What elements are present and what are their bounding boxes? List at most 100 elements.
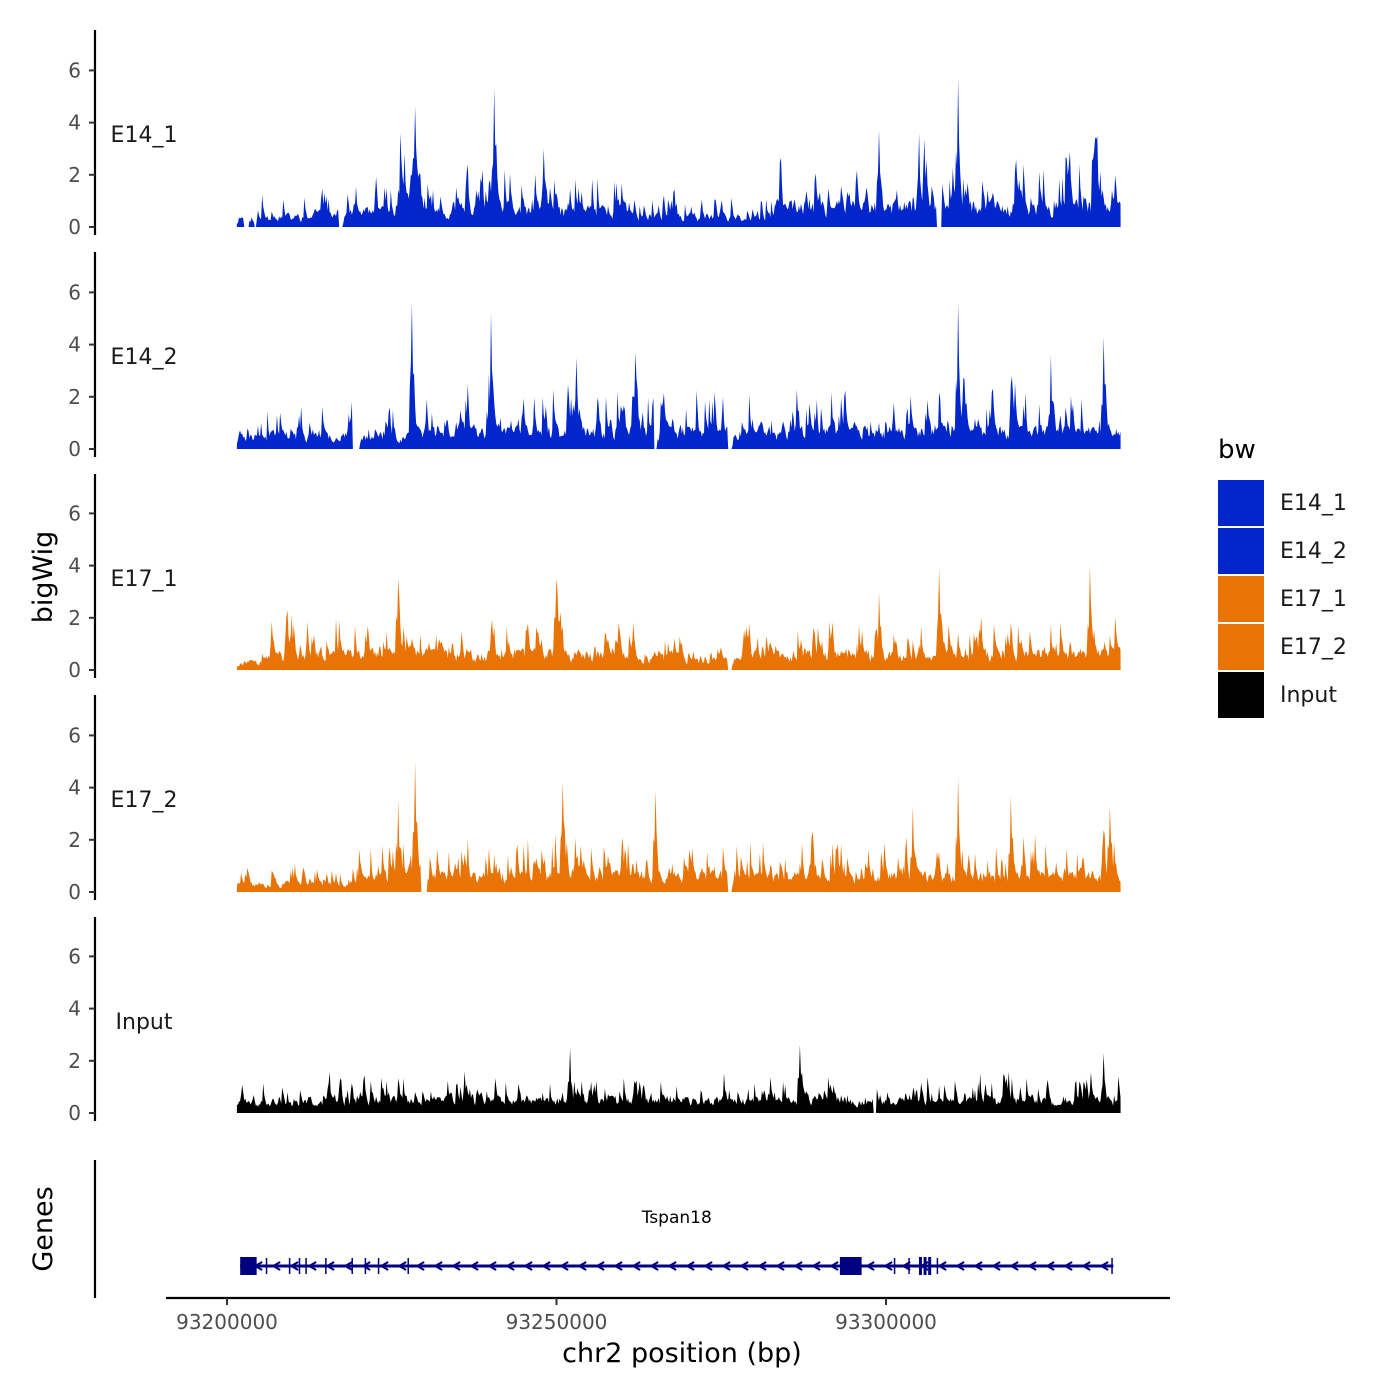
legend-entry-label: Input: [1280, 683, 1337, 708]
track-label: E17_2: [111, 788, 178, 813]
y-tick-label: 6: [68, 58, 81, 82]
coverage-area: [236, 761, 1121, 892]
strand-chevron: [685, 1261, 695, 1271]
track-label: Input: [116, 1010, 173, 1035]
legend-swatch: [1218, 528, 1264, 574]
strand-chevron: [1027, 1261, 1037, 1271]
strand-chevron: [307, 1261, 317, 1271]
strand-chevron: [1081, 1261, 1091, 1271]
legend-entry-label: E17_1: [1280, 587, 1347, 612]
strand-chevron: [937, 1261, 947, 1271]
strand-chevron: [721, 1261, 731, 1271]
y-tick-label: 0: [68, 437, 81, 461]
strand-chevron: [667, 1261, 677, 1271]
strand-chevron: [415, 1261, 425, 1271]
legend-swatch: [1218, 480, 1264, 526]
strand-chevron: [469, 1261, 479, 1271]
strand-chevron: [505, 1261, 515, 1271]
strand-chevron: [793, 1261, 803, 1271]
track-label: E14_2: [111, 345, 178, 370]
legend-title: bw: [1218, 435, 1256, 465]
strand-chevron: [901, 1261, 911, 1271]
exon-block: [928, 1257, 932, 1275]
y-axis-title: bigWig: [28, 531, 59, 624]
strand-chevron: [487, 1261, 497, 1271]
y-tick-label: 0: [68, 1101, 81, 1125]
track-e14-2: 0 2 4 6 E14_2: [68, 252, 1121, 461]
track-e17-1: 0 2 4 6 E17_1: [68, 474, 1121, 682]
legend-entry-label: E14_1: [1280, 491, 1347, 516]
y-tick-label: 6: [68, 944, 81, 968]
legend-swatch: [1218, 624, 1264, 670]
strand-chevron: [1009, 1261, 1019, 1271]
coverage-area: [236, 565, 1121, 670]
strand-chevron: [577, 1261, 587, 1271]
strand-chevron: [973, 1261, 983, 1271]
y-tick-label: 4: [68, 554, 81, 578]
strand-chevron: [613, 1261, 623, 1271]
strand-chevron: [829, 1261, 839, 1271]
coverage-area: [236, 78, 1121, 227]
y-tick-label: 0: [68, 880, 81, 904]
strand-chevron: [433, 1261, 443, 1271]
legend-swatch: [1218, 672, 1264, 718]
strand-chevron: [703, 1261, 713, 1271]
y-tick-label: 2: [68, 828, 81, 852]
track-label: E17_1: [111, 567, 178, 592]
x-tick-label: 93250000: [506, 1310, 608, 1334]
y-tick-label: 0: [68, 215, 81, 239]
strand-chevron: [631, 1261, 641, 1271]
legend-entry-label: E17_2: [1280, 635, 1347, 660]
strand-chevron: [883, 1261, 893, 1271]
strand-chevron: [523, 1261, 533, 1271]
exon-block: [918, 1257, 922, 1275]
strand-chevron: [559, 1261, 569, 1271]
y-tick-label: 2: [68, 163, 81, 187]
x-axis: 93200000 93250000 93300000: [166, 1296, 1170, 1334]
gene-tspan18: Tspan18: [240, 1208, 1114, 1275]
strand-chevron: [649, 1261, 659, 1271]
y-tick-label: 2: [68, 385, 81, 409]
track-input: 0 2 4 6 Input: [68, 917, 1121, 1125]
track-e14-1: 0 2 4 6 E14_1: [68, 30, 1121, 239]
strand-chevron: [397, 1261, 407, 1271]
strand-chevron: [955, 1261, 965, 1271]
y-tick-label: 4: [68, 111, 81, 135]
strand-chevron: [379, 1261, 389, 1271]
x-tick-label: 93300000: [835, 1310, 937, 1334]
exon-block: [923, 1257, 927, 1275]
y-tick-label: 2: [68, 1049, 81, 1073]
strand-chevron: [271, 1261, 281, 1271]
legend-entry-label: E14_2: [1280, 539, 1347, 564]
coverage-area: [236, 1045, 1121, 1113]
strand-chevron: [289, 1261, 299, 1271]
strand-chevron: [811, 1261, 821, 1271]
y-tick-label: 4: [68, 333, 81, 357]
strand-chevron: [451, 1261, 461, 1271]
strand-chevron: [325, 1261, 335, 1271]
track-panels: 0 2 4 6 E14_1 0 2 4 6 E14_2 0 2 4 6 E17_1 0 2 4 6 E17_2 0 2 4 6…: [68, 30, 1121, 1125]
strand-chevron: [343, 1261, 353, 1271]
strand-chevron: [541, 1261, 551, 1271]
strand-chevron: [865, 1261, 875, 1271]
exon-block: [240, 1257, 257, 1275]
y-tick-label: 6: [68, 501, 81, 525]
strand-chevron: [1099, 1261, 1109, 1271]
strand-chevron: [595, 1261, 605, 1271]
genes-panel: Tspan18: [93, 1160, 1114, 1298]
track-e17-2: 0 2 4 6 E17_2: [68, 695, 1121, 904]
strand-chevron: [361, 1261, 371, 1271]
exon-block: [839, 1257, 862, 1275]
strand-chevron: [757, 1261, 767, 1271]
gene-name-label: Tspan18: [641, 1208, 712, 1228]
y-tick-label: 4: [68, 776, 81, 800]
strand-chevron: [1063, 1261, 1073, 1271]
y-tick-label: 2: [68, 606, 81, 630]
track-label: E14_1: [111, 123, 178, 148]
x-tick-label: 93200000: [176, 1310, 278, 1334]
strand-chevron: [1045, 1261, 1055, 1271]
y-tick-label: 0: [68, 658, 81, 682]
strand-chevron: [739, 1261, 749, 1271]
